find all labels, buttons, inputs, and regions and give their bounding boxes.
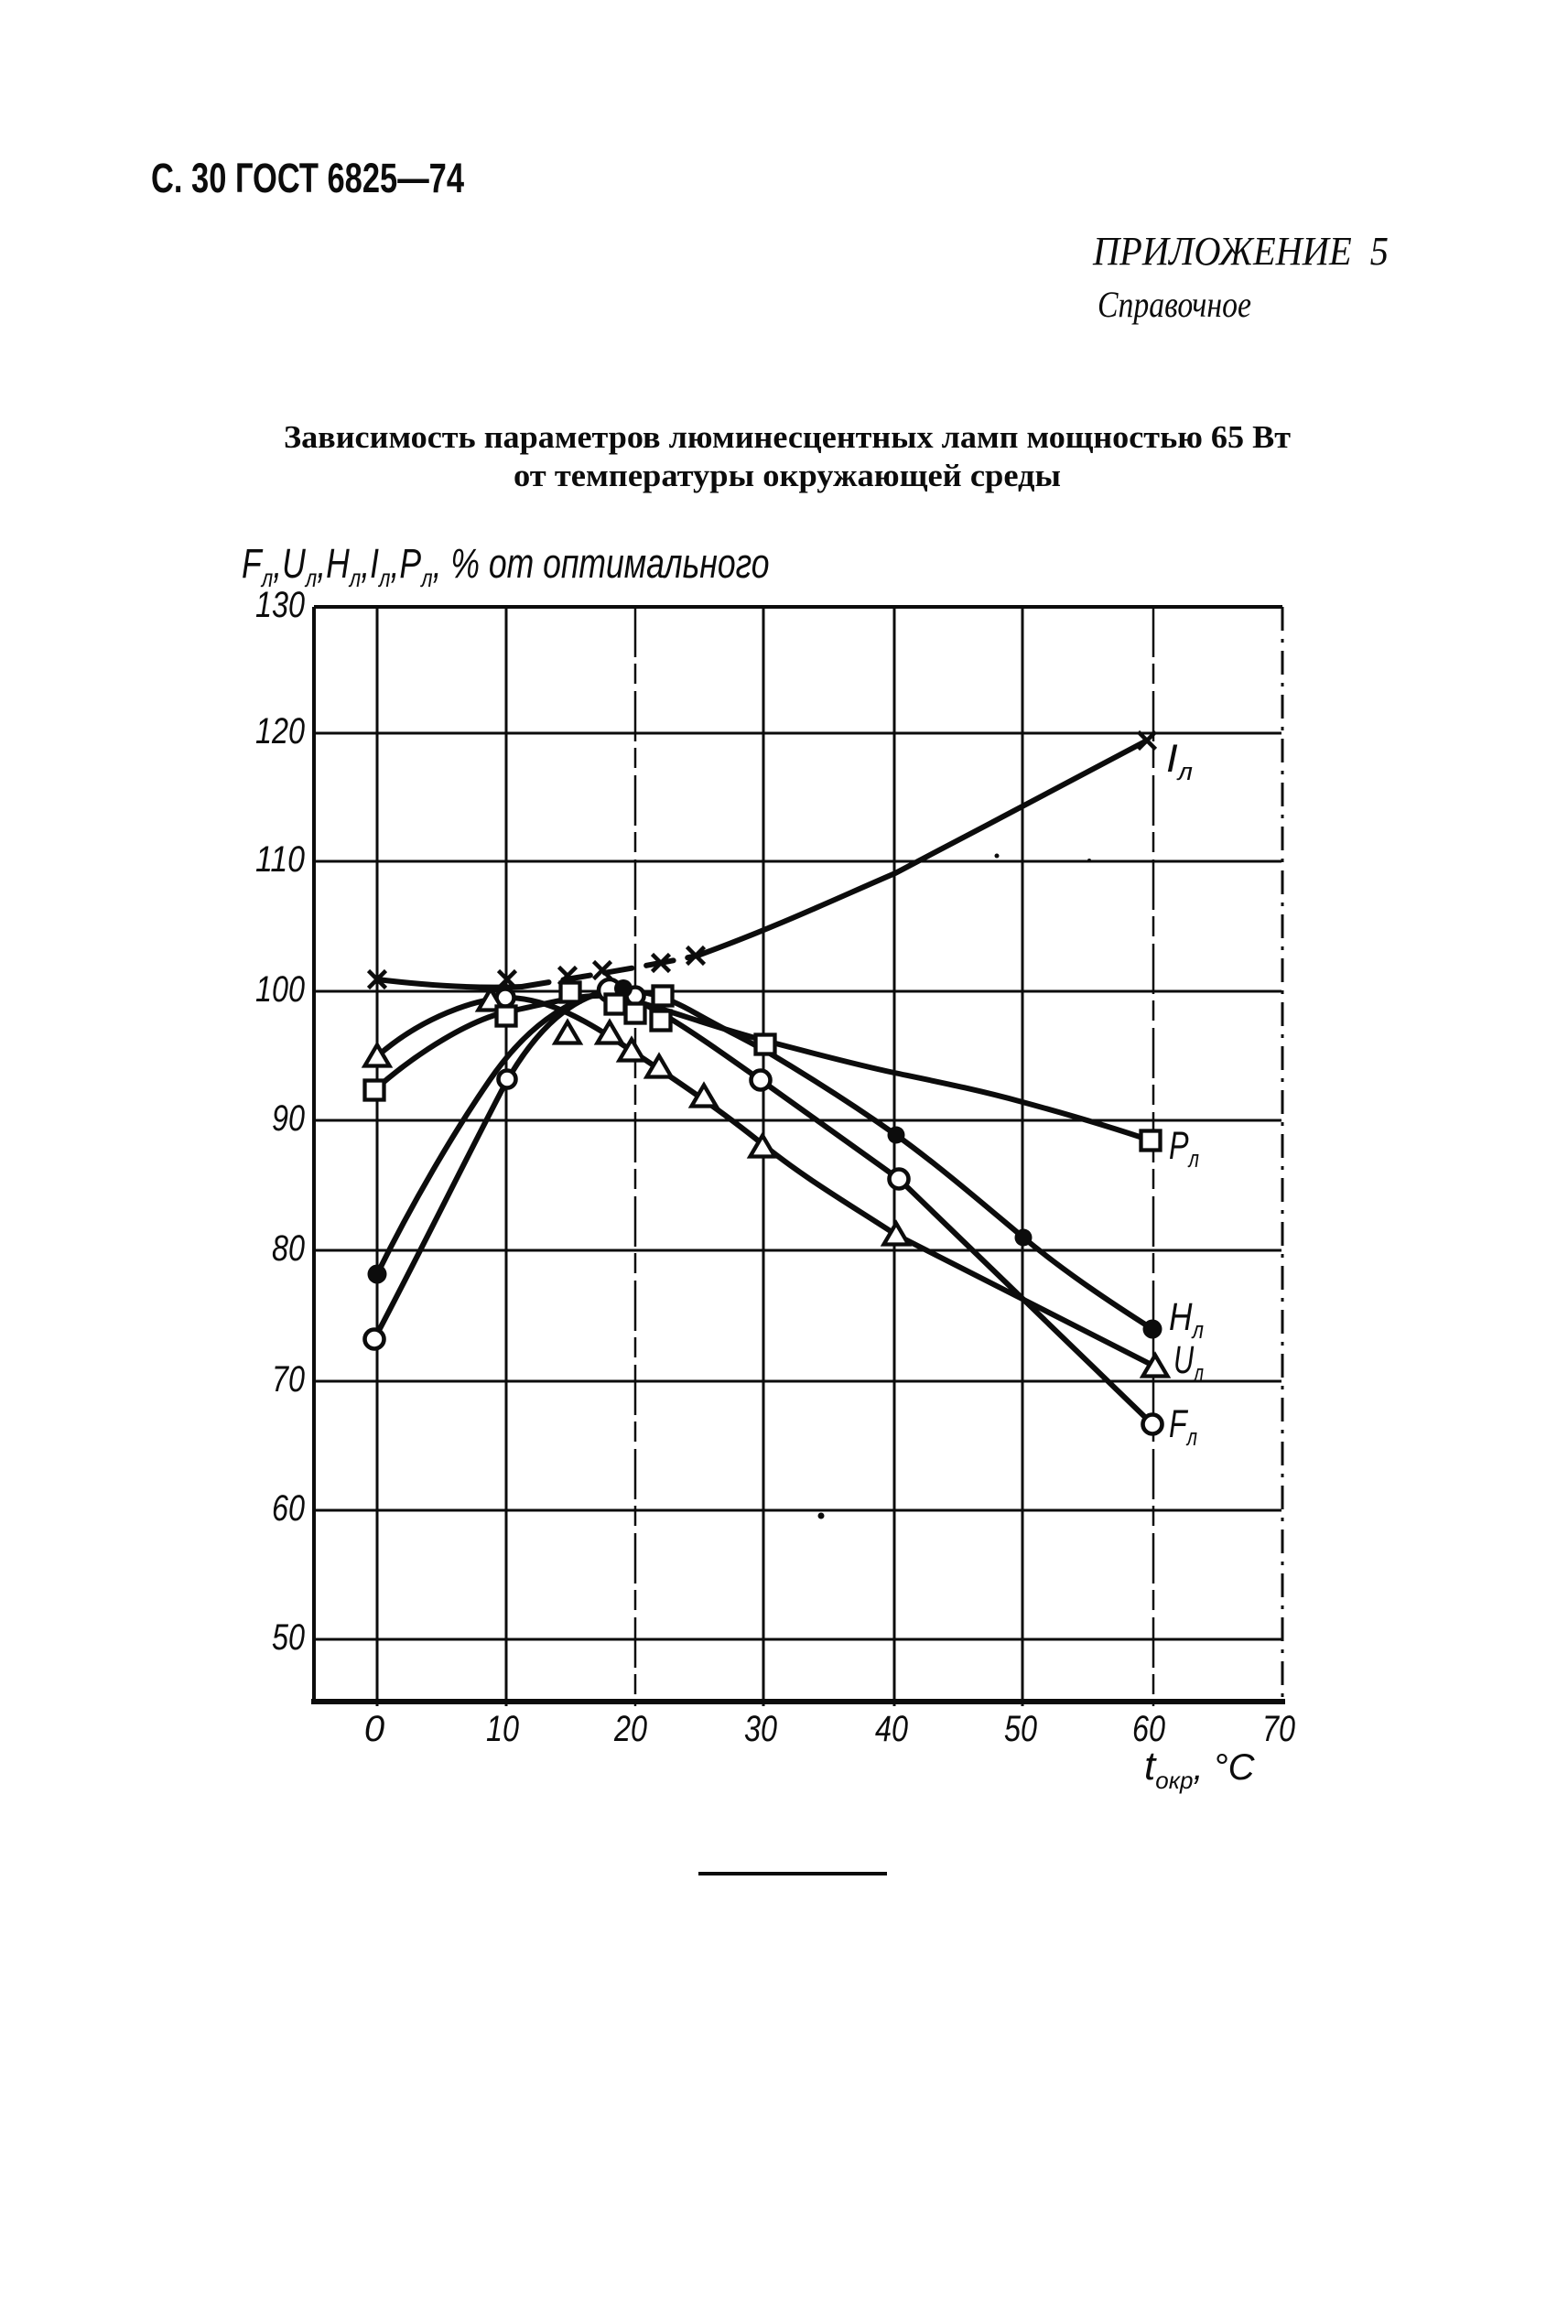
svg-text:Fл: Fл <box>1169 1402 1197 1451</box>
svg-text:130: 130 <box>255 585 305 625</box>
svg-text:от температуры окружающей сред: от температуры окружающей среды <box>514 458 1061 493</box>
svg-text:Pл: Pл <box>1169 1124 1199 1173</box>
svg-text:50: 50 <box>1004 1709 1037 1749</box>
svg-text:20: 20 <box>613 1709 647 1749</box>
svg-text:Iл: Iл <box>1166 737 1193 785</box>
svg-text:120: 120 <box>255 711 305 751</box>
svg-text:90: 90 <box>272 1098 305 1139</box>
svg-text:80: 80 <box>272 1228 305 1269</box>
svg-text:40: 40 <box>875 1709 908 1749</box>
svg-text:110: 110 <box>255 839 305 880</box>
svg-text:С. 30 ГОСТ 6825—74: С. 30 ГОСТ 6825—74 <box>151 155 464 201</box>
svg-text:0: 0 <box>364 1709 384 1749</box>
svg-text:Справочное: Справочное <box>1098 284 1251 325</box>
svg-text:ПРИЛОЖЕНИЕ 5: ПРИЛОЖЕНИЕ 5 <box>1092 229 1389 274</box>
svg-text:Fл,Uл,Hл,Iл,Pл, % от оптимальн: Fл,Uл,Hл,Iл,Pл, % от оптимального <box>242 540 769 593</box>
svg-text:tокр, °С: tокр, °С <box>1144 1744 1256 1794</box>
svg-text:60: 60 <box>272 1488 305 1529</box>
svg-text:Uл: Uл <box>1173 1338 1204 1387</box>
svg-text:10: 10 <box>486 1709 519 1749</box>
svg-text:100: 100 <box>255 969 305 1010</box>
svg-text:70: 70 <box>272 1359 305 1400</box>
svg-text:60: 60 <box>1132 1709 1165 1749</box>
svg-text:30: 30 <box>744 1709 777 1749</box>
svg-text:70: 70 <box>1262 1709 1295 1749</box>
svg-text:Hл: Hл <box>1169 1295 1204 1344</box>
svg-text:Зависимость параметров люминес: Зависимость параметров люминесцентных ла… <box>284 419 1291 455</box>
svg-text:50: 50 <box>272 1617 305 1658</box>
